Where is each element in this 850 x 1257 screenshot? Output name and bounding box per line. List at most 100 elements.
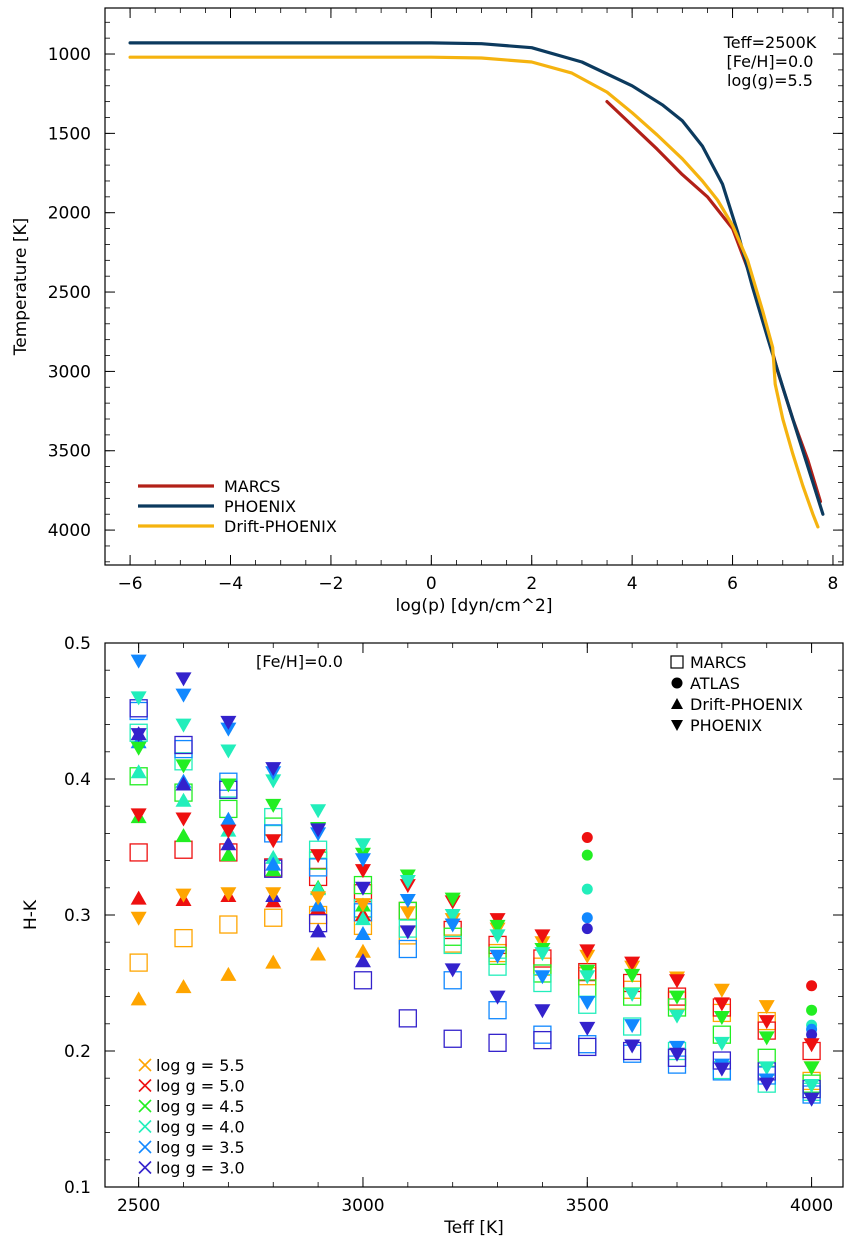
series-atlas-logg-3.0 bbox=[581, 923, 818, 1041]
data-point bbox=[444, 909, 461, 923]
data-point bbox=[758, 1000, 775, 1015]
data-point bbox=[581, 849, 593, 861]
annotation-line: log(g)=5.5 bbox=[727, 71, 813, 90]
data-point bbox=[444, 892, 461, 907]
data-point bbox=[803, 1079, 820, 1093]
data-point bbox=[175, 672, 192, 687]
data-point bbox=[488, 946, 507, 965]
series-phoenix-logg-4.5 bbox=[130, 741, 820, 1076]
data-point bbox=[803, 1092, 820, 1107]
data-point bbox=[669, 974, 686, 989]
legend-label: PHOENIX bbox=[224, 497, 296, 516]
data-point bbox=[265, 834, 282, 849]
data-point bbox=[265, 798, 282, 813]
series-drift-phoenix-logg-5.0 bbox=[130, 887, 371, 921]
data-point bbox=[713, 983, 730, 998]
data-point bbox=[174, 928, 193, 948]
data-point bbox=[806, 980, 818, 992]
annotation-line: Teff=2500K bbox=[723, 33, 817, 52]
color-legend-label: log g = 4.5 bbox=[156, 1097, 245, 1116]
x-axis-title: log(p) [dyn/cm^2] bbox=[396, 596, 553, 616]
data-point bbox=[669, 1009, 686, 1024]
data-point bbox=[489, 990, 506, 1005]
data-point bbox=[758, 1015, 775, 1030]
y-tick-label: 4000 bbox=[48, 521, 91, 541]
data-point bbox=[803, 1038, 820, 1053]
series-drift-phoenix-logg-3.0 bbox=[130, 726, 371, 968]
data-point bbox=[758, 1031, 775, 1046]
y-tick-label: 0.5 bbox=[64, 634, 91, 654]
data-point bbox=[264, 817, 283, 836]
data-point bbox=[581, 923, 593, 935]
data-point bbox=[533, 1025, 552, 1044]
data-point bbox=[444, 963, 461, 978]
data-point bbox=[713, 1062, 730, 1077]
data-point bbox=[713, 997, 730, 1012]
x-tick-label: 6 bbox=[727, 574, 738, 594]
data-point bbox=[444, 918, 461, 933]
data-point bbox=[489, 949, 506, 964]
data-point bbox=[399, 906, 416, 921]
annotation: [Fe/H]=0.0 bbox=[256, 652, 343, 671]
color-legend-cross bbox=[138, 1058, 152, 1072]
data-point bbox=[443, 935, 462, 955]
series-drift-phoenix-logg-4.0 bbox=[130, 764, 371, 926]
x-tick-label: 4000 bbox=[790, 1196, 833, 1216]
y-tick-label: 0.4 bbox=[64, 770, 91, 790]
data-point bbox=[265, 887, 282, 902]
color-legend-item: log g = 5.0 bbox=[138, 1077, 245, 1096]
data-point bbox=[219, 915, 238, 934]
data-point bbox=[130, 654, 147, 669]
color-legend-label: log g = 5.5 bbox=[156, 1056, 245, 1075]
color-index-panel: 2500 3000 3500 4000 0.1 0.2 0.3 0.4 0.5 Teff [K] H… bbox=[21, 634, 844, 1238]
y-axis-title: Temperature [K] bbox=[11, 218, 31, 357]
data-point bbox=[533, 1030, 552, 1050]
series-atlas-logg-4.0 bbox=[581, 883, 818, 1031]
data-point bbox=[581, 831, 593, 843]
data-point bbox=[354, 853, 371, 868]
y-tick-label: 3500 bbox=[48, 442, 91, 462]
color-legend-item: log g = 3.0 bbox=[138, 1159, 245, 1178]
x-tick-label: 2500 bbox=[117, 1196, 160, 1216]
data-point bbox=[175, 812, 192, 827]
series-drift-phoenix-logg-3.5 bbox=[130, 734, 371, 941]
x-tick-label: 3500 bbox=[566, 1196, 609, 1216]
data-point bbox=[220, 715, 237, 730]
y-tick-label: 1000 bbox=[48, 45, 91, 65]
data-point bbox=[264, 908, 283, 927]
marker-legend-item: MARCS bbox=[670, 653, 746, 672]
x-tick-label: −2 bbox=[318, 574, 343, 594]
marker-legend-symbol bbox=[670, 655, 684, 669]
data-point bbox=[220, 887, 237, 902]
marker-legend-item: ATLAS bbox=[671, 674, 740, 693]
data-point bbox=[220, 966, 237, 981]
color-legend-item: log g = 4.5 bbox=[138, 1097, 245, 1116]
data-point bbox=[488, 1033, 507, 1052]
plot-frame bbox=[104, 7, 844, 566]
color-legend-label: log g = 3.5 bbox=[156, 1138, 245, 1157]
marker-legend-label: Drift-PHOENIX bbox=[690, 695, 803, 714]
data-point bbox=[443, 934, 462, 953]
data-point bbox=[398, 939, 417, 959]
y-axis-title: H-K bbox=[21, 899, 41, 930]
data-point bbox=[130, 741, 147, 756]
data-point bbox=[130, 808, 147, 823]
x-tick-label: 2 bbox=[526, 574, 537, 594]
series-phoenix-logg-3.0 bbox=[130, 672, 820, 1107]
data-point bbox=[622, 1017, 642, 1036]
data-point bbox=[534, 970, 551, 985]
data-point bbox=[354, 943, 371, 958]
data-point bbox=[354, 926, 371, 941]
series-drift-phoenix-logg-4.5 bbox=[130, 809, 371, 912]
marker-legend-label: ATLAS bbox=[690, 674, 740, 693]
data-point bbox=[579, 970, 596, 985]
y-tick-label: 2000 bbox=[48, 204, 91, 224]
color-legend-cross bbox=[138, 1160, 152, 1175]
data-point bbox=[265, 774, 282, 789]
data-point bbox=[534, 929, 551, 944]
legend-label: Drift-PHOENIX bbox=[224, 517, 337, 536]
data-point bbox=[175, 888, 192, 903]
data-point bbox=[175, 792, 192, 807]
data-point bbox=[758, 1061, 775, 1076]
